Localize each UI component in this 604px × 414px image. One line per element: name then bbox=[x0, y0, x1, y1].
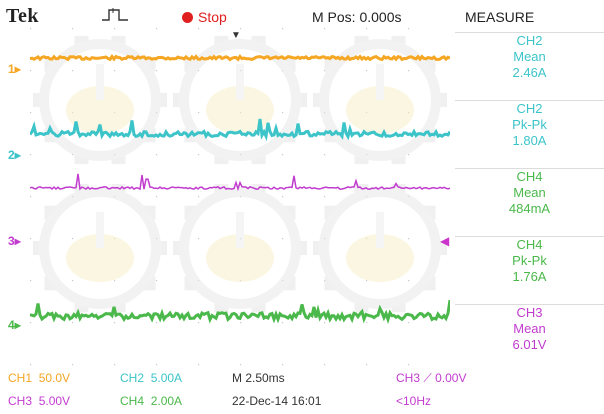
measurement-1[interactable]: CH2 Mean 2.46A bbox=[455, 32, 604, 99]
ch3-ground-marker: 3▸ bbox=[8, 234, 21, 248]
watermark-emblem bbox=[313, 183, 447, 313]
ch1-scale: CH1 50.0V bbox=[8, 371, 71, 385]
waveform-display bbox=[28, 28, 452, 366]
measurement-5[interactable]: CH3 Mean 6.01V bbox=[455, 304, 604, 371]
stop-indicator-icon bbox=[182, 12, 193, 23]
ch4-trace bbox=[29, 299, 452, 325]
ch2-trace bbox=[28, 118, 452, 142]
watermark-emblem bbox=[173, 183, 307, 313]
ch1-ground-marker: 1▸ bbox=[8, 62, 21, 76]
top-status-bar: Tek Stop M Pos: 0.000s MEASURE bbox=[0, 0, 604, 30]
ch4-ground-marker: 4▸ bbox=[8, 318, 21, 332]
measurement-2[interactable]: CH2 Pk-Pk 1.80A bbox=[455, 100, 604, 167]
trigger-pulse-icon bbox=[102, 8, 128, 21]
ch3-scale: CH3 5.00V bbox=[8, 394, 71, 408]
status-readout: CH1 50.0V CH2 5.00A M 2.50ms CH3 ⟋ 0.00V… bbox=[0, 366, 604, 414]
date-time: 22-Dec-14 16:01 bbox=[232, 394, 322, 408]
ch2-ground-marker: 2▸ bbox=[8, 148, 21, 162]
measure-panel: CH2 Mean 2.46A CH2 Pk-Pk 1.80A CH4 Mean 484mA … bbox=[455, 28, 604, 366]
run-status: Stop bbox=[198, 9, 227, 25]
watermark-emblem bbox=[313, 35, 447, 165]
ch2-scale: CH2 5.00A bbox=[120, 371, 183, 385]
trigger-frequency: <10Hz bbox=[396, 394, 432, 408]
trigger-level-arrow-icon: ◀ bbox=[440, 234, 450, 248]
waveform-graticule bbox=[28, 28, 452, 366]
watermark-logo bbox=[33, 35, 447, 313]
horizontal-position: M Pos: 0.000s bbox=[312, 9, 402, 25]
ch1-trace bbox=[29, 53, 451, 62]
measurement-3[interactable]: CH4 Mean 484mA bbox=[455, 168, 604, 235]
watermark-emblem bbox=[173, 35, 307, 165]
timebase: M 2.50ms bbox=[232, 371, 285, 385]
measurement-4[interactable]: CH4 Pk-Pk 1.76A bbox=[455, 236, 604, 303]
measure-title: MEASURE bbox=[465, 9, 535, 25]
ch3-trace bbox=[29, 173, 451, 192]
trigger-readout: CH3 ⟋ 0.00V bbox=[396, 371, 467, 385]
watermark-emblem bbox=[33, 183, 167, 313]
brand-logo: Tek bbox=[6, 5, 40, 27]
ch4-scale: CH4 2.00A bbox=[120, 394, 183, 408]
watermark-emblem bbox=[33, 35, 167, 165]
